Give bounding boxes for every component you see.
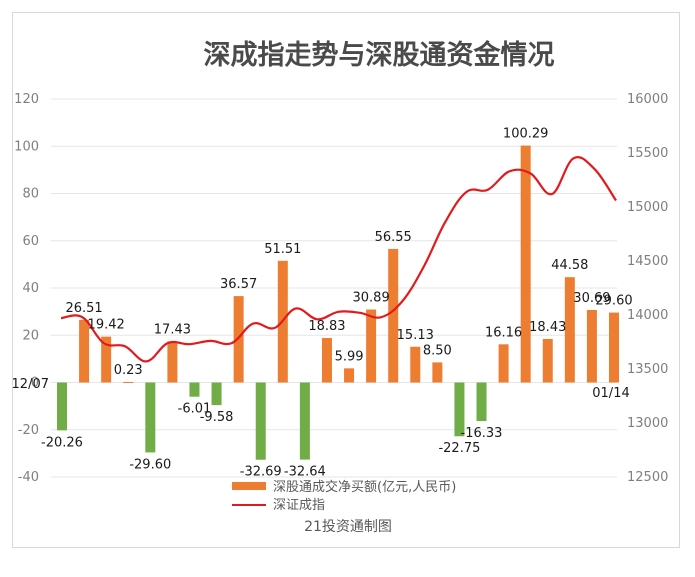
data-label: -9.58 bbox=[200, 410, 234, 425]
bar-series bbox=[57, 145, 619, 460]
bar bbox=[321, 338, 332, 383]
data-label: -22.75 bbox=[438, 441, 480, 456]
bar bbox=[366, 309, 377, 383]
data-label: 44.58 bbox=[551, 258, 588, 273]
data-label: 15.13 bbox=[397, 328, 434, 343]
bar bbox=[167, 341, 178, 383]
gridlines bbox=[51, 98, 617, 478]
right-axis-tick-label: 12500 bbox=[627, 470, 668, 485]
left-axis-tick-label: 80 bbox=[22, 187, 39, 202]
bar bbox=[476, 382, 487, 422]
right-axis-tick-label: 15500 bbox=[627, 146, 668, 161]
bar bbox=[586, 309, 597, 383]
bar bbox=[542, 338, 553, 383]
data-label: 30.69 bbox=[573, 291, 610, 306]
legend-line-label: 深证成指 bbox=[273, 498, 325, 513]
data-label: 18.43 bbox=[529, 320, 566, 335]
data-label: 51.51 bbox=[264, 242, 301, 257]
chart-frame: 深成指走势与深股通资金情况 -40 -20 0 20 40 60 80 100 120 1250… bbox=[12, 12, 680, 548]
bar bbox=[145, 382, 156, 453]
right-axis: 12500 13000 13500 14000 14500 15000 15500 16000 bbox=[627, 92, 668, 485]
left-axis-tick-label: 120 bbox=[14, 92, 39, 107]
bar bbox=[454, 382, 465, 437]
right-axis-tick-label: 14000 bbox=[627, 308, 668, 323]
data-label: 56.55 bbox=[375, 230, 412, 245]
data-label: 16.16 bbox=[485, 325, 522, 340]
data-label: 100.29 bbox=[503, 127, 549, 142]
bar bbox=[410, 346, 421, 383]
right-axis-tick-label: 13000 bbox=[627, 416, 668, 431]
data-labels: -20.26 26.51 19.42 0.23 -29.60 17.43 -6.01-9.5… bbox=[41, 127, 633, 480]
left-axis-tick-label: -20 bbox=[18, 423, 39, 438]
data-label: 19.42 bbox=[88, 318, 125, 333]
first-date-label: 12/07 bbox=[13, 377, 49, 392]
right-axis-tick-label: 13500 bbox=[627, 362, 668, 377]
chart-title: 深成指走势与深股通资金情况 bbox=[204, 39, 555, 71]
legend-bar-swatch bbox=[232, 482, 266, 490]
chart-svg: 深成指走势与深股通资金情况 -40 -20 0 20 40 60 80 100 120 1250… bbox=[13, 39, 668, 535]
data-label: -16.33 bbox=[461, 426, 503, 441]
bar bbox=[299, 382, 310, 460]
right-axis-tick-label: 15000 bbox=[627, 200, 668, 215]
left-axis-tick-label: 0 bbox=[31, 376, 39, 391]
bar bbox=[189, 382, 200, 397]
right-axis-tick-label: 14500 bbox=[627, 254, 668, 269]
data-label: 8.50 bbox=[423, 343, 452, 358]
data-label: -32.64 bbox=[284, 465, 326, 480]
left-axis-tick-label: 40 bbox=[22, 281, 39, 296]
data-label: -29.60 bbox=[129, 457, 171, 472]
legend-bar-label: 深股通成交净买额(亿元,人民币) bbox=[273, 479, 456, 495]
left-axis-tick-label: 100 bbox=[14, 139, 39, 154]
bar bbox=[123, 381, 134, 383]
last-date-label: 01/14 bbox=[592, 386, 629, 401]
left-axis-tick-label: 20 bbox=[22, 328, 39, 343]
data-label: -20.26 bbox=[41, 435, 83, 450]
left-axis-tick-label: 60 bbox=[22, 234, 39, 249]
data-label: 0.23 bbox=[114, 363, 143, 378]
bar bbox=[520, 145, 531, 383]
bar bbox=[79, 319, 90, 383]
bar bbox=[609, 312, 619, 383]
data-label: 26.51 bbox=[65, 301, 102, 316]
credit-text: 21投资通制图 bbox=[304, 519, 392, 535]
data-label: 30.89 bbox=[353, 291, 390, 306]
bar bbox=[57, 382, 67, 431]
data-label: 18.83 bbox=[308, 319, 345, 334]
line-series bbox=[60, 156, 617, 363]
bar bbox=[498, 344, 509, 383]
bar bbox=[564, 277, 575, 383]
bar bbox=[432, 362, 443, 383]
bar bbox=[344, 368, 355, 383]
legend: 深股通成交净买额(亿元,人民币) 深证成指 bbox=[232, 479, 456, 513]
bar bbox=[211, 382, 222, 406]
data-label: 17.43 bbox=[154, 322, 191, 337]
bar bbox=[233, 296, 244, 383]
right-axis-tick-label: 16000 bbox=[627, 92, 668, 107]
bar bbox=[255, 382, 266, 460]
bar bbox=[101, 336, 112, 383]
data-label: -32.69 bbox=[240, 465, 282, 480]
data-label: 36.57 bbox=[220, 277, 257, 292]
index-line bbox=[60, 156, 617, 363]
left-axis: -40 -20 0 20 40 60 80 100 120 bbox=[14, 92, 39, 485]
data-label: 29.60 bbox=[595, 294, 632, 309]
bar bbox=[388, 248, 399, 383]
left-axis-tick-label: -40 bbox=[18, 470, 39, 485]
data-label: 5.99 bbox=[335, 349, 364, 364]
data-label: -6.01 bbox=[178, 402, 212, 417]
